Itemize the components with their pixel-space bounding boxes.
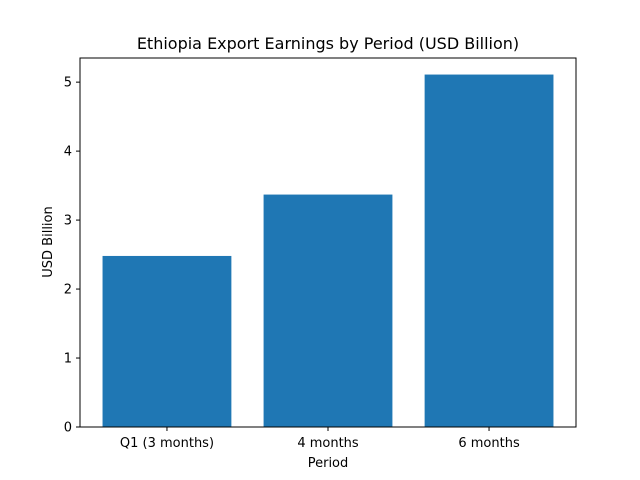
y-tick-label: 4 (64, 145, 72, 160)
bar-2 (263, 194, 393, 427)
y-axis-label: USD Billion (41, 206, 56, 277)
x-tick-label: 6 months (458, 436, 520, 451)
y-tick-label: 1 (64, 352, 72, 367)
y-tick-label: 2 (64, 283, 72, 298)
bar-1 (102, 255, 232, 427)
bar-3 (424, 74, 554, 427)
y-tick-label: 0 (64, 421, 72, 436)
chart-title: Ethiopia Export Earnings by Period (USD … (137, 34, 519, 53)
x-tick-label: Q1 (3 months) (120, 436, 214, 451)
plot-area: 0 1 2 3 4 5 Q1 (3 months) 4 months 6 months (64, 57, 577, 451)
axes-frame (79, 57, 577, 428)
y-tick-label: 3 (64, 214, 72, 229)
x-tick-label: 4 months (297, 436, 359, 451)
y-tick-label: 5 (64, 76, 72, 91)
x-axis-label: Period (308, 456, 349, 471)
